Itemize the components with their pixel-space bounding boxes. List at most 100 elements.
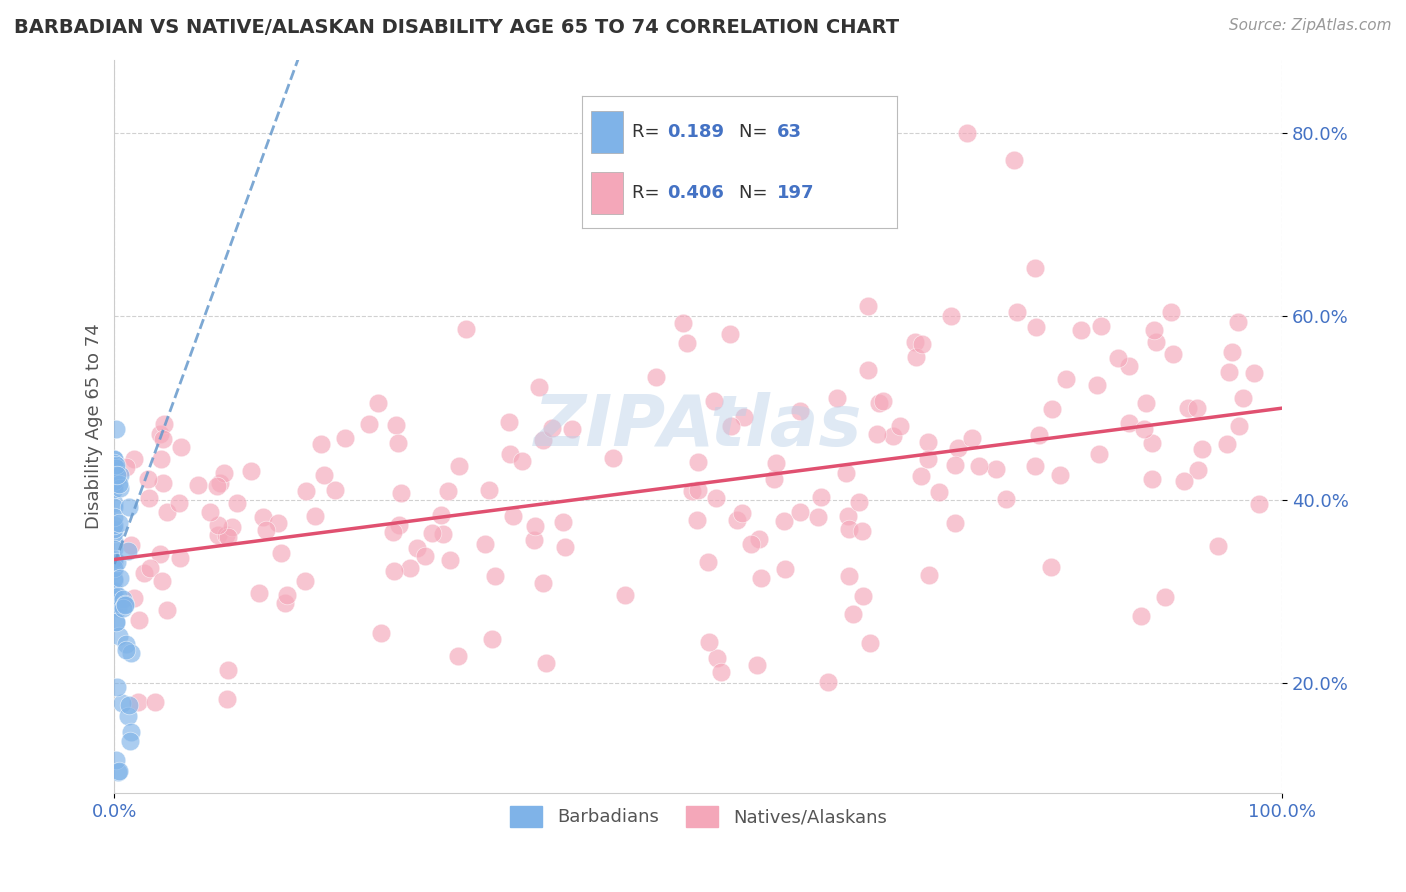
Point <box>554 540 576 554</box>
Point <box>765 456 787 470</box>
Point <box>156 505 179 519</box>
Point <box>429 508 451 523</box>
Point <box>994 492 1017 507</box>
Point <box>825 391 848 405</box>
Point <box>105 615 128 629</box>
Point <box>1040 559 1063 574</box>
Point <box>1177 401 1199 415</box>
Point <box>312 467 335 482</box>
Point <box>103 596 125 610</box>
Point <box>1187 463 1209 477</box>
Point <box>103 509 125 524</box>
Point <box>103 556 125 570</box>
Text: ZIPAtlas: ZIPAtlas <box>534 392 862 461</box>
Point <box>309 437 332 451</box>
Point <box>773 514 796 528</box>
Point <box>904 334 927 349</box>
Point <box>103 517 125 532</box>
Point <box>169 550 191 565</box>
Point <box>103 534 125 549</box>
Point <box>103 500 125 514</box>
Point <box>807 510 830 524</box>
Point <box>367 396 389 410</box>
Point <box>112 592 135 607</box>
Point <box>103 522 125 536</box>
Point <box>108 516 131 530</box>
Y-axis label: Disability Age 65 to 74: Disability Age 65 to 74 <box>86 324 103 529</box>
Point <box>103 552 125 566</box>
Point <box>1024 458 1046 473</box>
Point <box>252 509 274 524</box>
Point <box>114 597 136 611</box>
Point <box>1088 447 1111 461</box>
Point <box>474 537 496 551</box>
Point <box>697 634 720 648</box>
Point <box>523 519 546 533</box>
Point <box>706 491 728 505</box>
Point <box>945 458 967 473</box>
Point <box>602 451 624 466</box>
Point <box>762 472 785 486</box>
Point <box>270 546 292 560</box>
Point <box>1140 435 1163 450</box>
Point <box>686 514 709 528</box>
Point <box>149 547 172 561</box>
Point <box>333 431 356 445</box>
Point <box>370 626 392 640</box>
Text: Source: ZipAtlas.com: Source: ZipAtlas.com <box>1229 18 1392 33</box>
Point <box>672 316 695 330</box>
Point <box>117 543 139 558</box>
Point <box>207 528 229 542</box>
Point <box>122 452 145 467</box>
Point <box>108 629 131 643</box>
Point <box>697 556 720 570</box>
Point <box>152 432 174 446</box>
Point <box>294 574 316 588</box>
Point <box>110 696 132 710</box>
Point <box>105 467 128 482</box>
Point <box>304 508 326 523</box>
Point <box>710 665 733 679</box>
Point <box>1056 372 1078 386</box>
Point <box>139 560 162 574</box>
Point <box>170 440 193 454</box>
Point <box>499 447 522 461</box>
Point <box>432 527 454 541</box>
Point <box>149 426 172 441</box>
Point <box>534 656 557 670</box>
Point <box>132 566 155 580</box>
Point <box>1143 322 1166 336</box>
Point <box>1118 359 1140 373</box>
Point <box>1129 608 1152 623</box>
Point <box>1206 539 1229 553</box>
Point <box>103 463 125 477</box>
Point <box>357 417 380 431</box>
Point <box>382 524 405 539</box>
Point <box>103 452 125 467</box>
Point <box>675 336 697 351</box>
Point <box>103 563 125 577</box>
Point <box>740 537 762 551</box>
Point <box>156 603 179 617</box>
Point <box>150 451 173 466</box>
Point <box>114 637 136 651</box>
Point <box>502 509 524 524</box>
Point <box>810 491 832 505</box>
Point <box>941 309 963 323</box>
Point <box>388 517 411 532</box>
Point <box>118 733 141 747</box>
Point <box>217 663 239 677</box>
Point <box>205 478 228 492</box>
Point <box>644 370 666 384</box>
Point <box>103 474 125 488</box>
Point <box>481 632 503 646</box>
Point <box>143 695 166 709</box>
Point <box>107 600 129 615</box>
Point <box>120 646 142 660</box>
Point <box>122 591 145 605</box>
Point <box>749 572 772 586</box>
Point <box>1085 377 1108 392</box>
Point <box>108 764 131 778</box>
Point <box>153 417 176 431</box>
Point <box>138 491 160 506</box>
